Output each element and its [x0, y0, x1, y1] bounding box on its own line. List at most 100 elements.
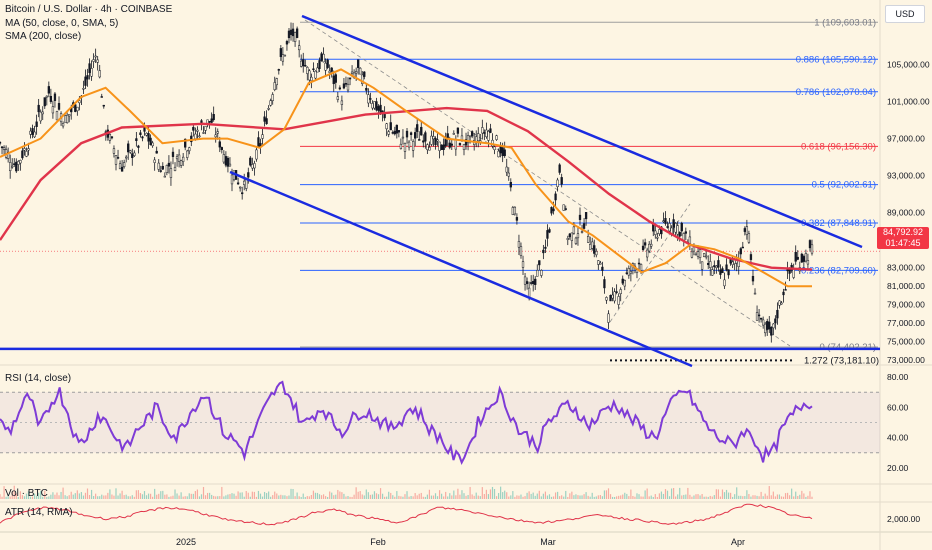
candle-body	[265, 118, 268, 125]
volume-bar	[50, 494, 52, 499]
chart-title: Bitcoin / U.S. Dollar · 4h · COINBASE	[5, 4, 173, 15]
candle-body	[519, 246, 523, 256]
candle-body	[540, 270, 543, 276]
candle-body	[517, 241, 521, 248]
candle-body	[271, 94, 274, 101]
candle-body	[210, 118, 213, 123]
candle-body	[466, 135, 470, 144]
fib-level-label: 0.886 (105,590.12)	[796, 54, 876, 65]
volume-bar	[723, 492, 726, 499]
channel-upper-line	[301, 14, 863, 249]
price-tick-label: 89,000.00	[887, 207, 925, 217]
candle-body	[727, 269, 730, 276]
candle-body	[165, 165, 169, 173]
price-tick-label: 73,000.00	[887, 355, 925, 365]
candle-body	[446, 133, 449, 139]
candle-body	[167, 162, 171, 167]
volume-bar	[510, 495, 512, 499]
candle-body	[774, 318, 777, 324]
candle-body	[283, 54, 287, 57]
volume-bar	[575, 494, 577, 499]
volume-bar	[255, 496, 258, 499]
candle-body	[29, 130, 32, 135]
volume-bar	[172, 495, 174, 499]
volume-bar	[715, 489, 717, 499]
volume-bar	[611, 496, 614, 499]
volume-bar	[396, 491, 398, 499]
candle-body	[15, 161, 18, 172]
candle-body	[430, 135, 433, 145]
volume-bar	[111, 494, 113, 499]
candle-body	[108, 134, 112, 141]
volume-bar	[139, 493, 142, 499]
candle-body	[700, 261, 704, 270]
volume-bar	[131, 495, 133, 499]
candle-body	[153, 159, 156, 163]
candle-body	[273, 82, 276, 90]
volume-bar	[538, 490, 540, 499]
candle-body	[19, 160, 22, 164]
candle-body	[552, 208, 555, 212]
volume-bar	[683, 494, 685, 499]
volume-bar	[141, 494, 144, 499]
volume-bar	[204, 495, 207, 499]
candle-body	[157, 162, 160, 170]
candle-body	[230, 174, 234, 185]
fib-level-label: 0.618 (96,156.30)	[801, 141, 876, 152]
candle-body	[692, 246, 696, 252]
currency-button[interactable]: USD	[885, 5, 925, 23]
candle-body	[141, 136, 144, 139]
volume-bar	[593, 496, 595, 499]
volume-bar	[333, 495, 335, 499]
volume-bar	[583, 494, 585, 499]
candle-body	[607, 313, 610, 323]
atr-line	[0, 503, 813, 526]
candle-body	[45, 95, 48, 98]
volume-bar	[292, 488, 294, 499]
candle-body	[544, 246, 547, 249]
candle-body	[163, 175, 166, 178]
candle-body	[373, 101, 376, 109]
price-tick-label: 93,000.00	[887, 170, 925, 180]
candle-body	[493, 146, 496, 151]
candle-body	[448, 142, 451, 148]
volume-bar	[314, 492, 317, 499]
volume-bar	[60, 491, 62, 499]
candle-body	[365, 87, 368, 91]
candle-body	[33, 131, 36, 138]
volume-bar	[727, 492, 730, 499]
volume-bar	[339, 491, 341, 499]
volume-bar	[125, 494, 127, 499]
candle-body	[322, 53, 325, 63]
candle-body	[247, 172, 250, 178]
atr-legend: ATR (14, RMA)	[5, 507, 73, 518]
volume-bar	[461, 490, 463, 499]
volume-bar	[563, 496, 565, 499]
candle-body	[304, 65, 307, 67]
price-tick-label: 101,000.00	[887, 97, 930, 107]
volume-bar	[162, 490, 164, 499]
volume-bar	[21, 495, 23, 499]
candle-body	[782, 291, 785, 296]
candle-body	[739, 248, 742, 255]
candle-body	[751, 275, 755, 282]
volume-bar	[235, 495, 237, 499]
candle-body	[127, 143, 130, 153]
candle-body	[25, 151, 28, 157]
volume-bar	[754, 495, 756, 499]
candle-body	[468, 135, 472, 138]
volume-bar	[418, 493, 420, 499]
volume-bar	[451, 495, 453, 499]
volume-bar	[394, 496, 396, 499]
volume-bar	[691, 496, 693, 499]
volume-bar	[736, 487, 738, 499]
candle-body	[21, 150, 24, 159]
price-tick-label: 83,000.00	[887, 263, 925, 273]
volume-bar	[95, 493, 97, 499]
candle-body	[177, 154, 181, 162]
candle-body	[88, 63, 91, 73]
candle-body	[503, 149, 506, 157]
candle-body	[371, 103, 374, 109]
candle-body	[615, 291, 618, 293]
